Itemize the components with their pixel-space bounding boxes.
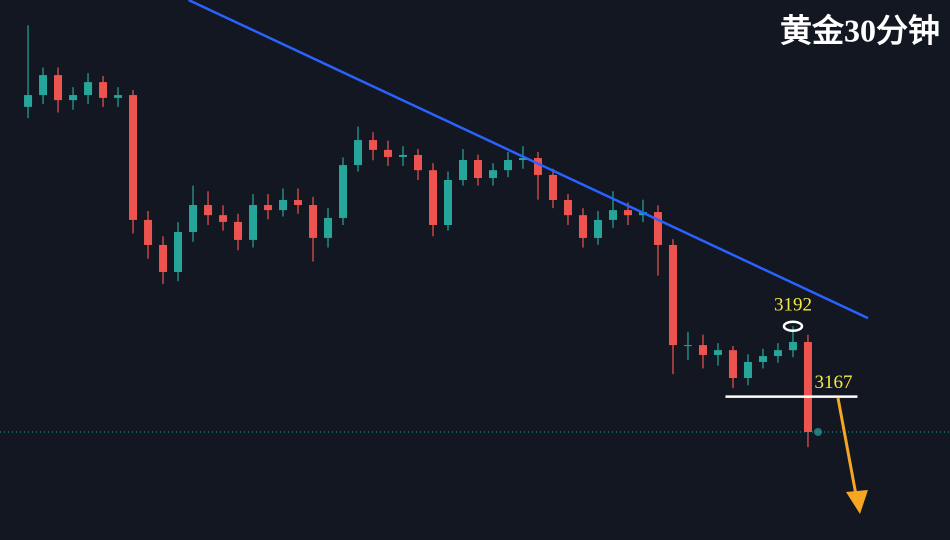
candle-body xyxy=(488,170,497,179)
candle-body xyxy=(354,140,363,166)
candle-body xyxy=(518,158,527,161)
candle-body xyxy=(174,232,183,272)
candle-body xyxy=(309,205,318,238)
arrow-shaft xyxy=(836,397,858,496)
last-price-dot xyxy=(813,428,822,436)
candle-body xyxy=(683,345,692,347)
candle-body xyxy=(788,342,797,351)
candle-body xyxy=(324,217,333,238)
candle-body xyxy=(563,199,572,216)
candle-body xyxy=(578,215,587,238)
resistance-label: 3192 xyxy=(774,295,812,316)
candle-body xyxy=(24,95,33,107)
candle-body xyxy=(414,154,423,171)
candle-body xyxy=(69,95,78,101)
candle-body xyxy=(593,219,602,238)
candle-body xyxy=(159,244,168,272)
candle-body xyxy=(339,165,348,218)
resistance-marker xyxy=(782,320,804,332)
candle-body xyxy=(234,221,243,240)
candle-body xyxy=(129,95,138,220)
candle-body xyxy=(369,140,378,150)
candle-body xyxy=(713,350,722,355)
candle-body xyxy=(533,158,542,175)
candle-body xyxy=(39,75,48,96)
candle-body xyxy=(503,160,512,171)
candle-body xyxy=(99,82,108,98)
candle-body xyxy=(294,199,303,206)
candle-body xyxy=(728,350,737,378)
support-label: 3167 xyxy=(814,372,852,393)
trendline xyxy=(188,0,869,320)
candle-body xyxy=(249,205,258,240)
candle-body xyxy=(548,174,557,200)
candle-body xyxy=(264,205,273,211)
candle-body xyxy=(189,205,198,233)
candle-body xyxy=(459,160,468,180)
candle-body xyxy=(114,95,123,98)
candle-body xyxy=(279,199,288,211)
candle-body xyxy=(384,149,393,157)
candle-body xyxy=(758,356,767,362)
candle-body xyxy=(84,82,93,96)
candle-body xyxy=(399,154,408,157)
candle-body xyxy=(204,205,213,216)
candle-body xyxy=(698,345,707,355)
candle-body xyxy=(743,361,752,378)
candle-body xyxy=(54,75,63,101)
candle-body xyxy=(623,210,632,216)
candle-body xyxy=(608,210,617,220)
candle-body xyxy=(429,170,438,225)
candle-body xyxy=(144,219,153,245)
candle-body xyxy=(803,342,812,432)
candle-body xyxy=(219,215,228,222)
chart-title: 黄金30分钟 xyxy=(780,12,940,48)
candle-body xyxy=(444,180,453,225)
candle-body xyxy=(473,160,482,179)
candle-body xyxy=(668,244,677,346)
arrow-head xyxy=(846,490,868,514)
candle-body xyxy=(773,350,782,357)
candle-body xyxy=(653,212,662,245)
